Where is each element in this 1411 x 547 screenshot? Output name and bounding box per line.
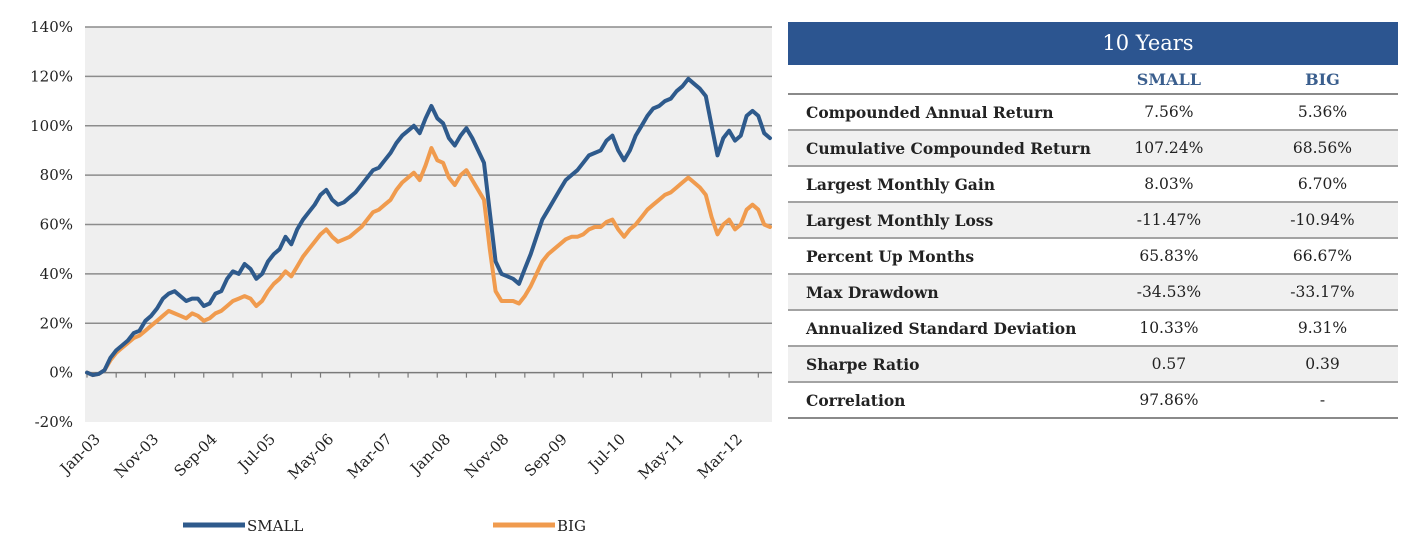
small-value: -11.47% — [1090, 202, 1247, 239]
x-tick-label: Mar-12 — [694, 430, 746, 482]
legend-label-small: SMALL — [247, 517, 303, 535]
y-tick-label: 0% — [49, 364, 73, 382]
big-value: -10.94% — [1246, 202, 1398, 239]
line-chart: 140%120%100%80%60%40%20%0%-20% Jan-03 Nov… — [30, 18, 772, 535]
big-value: 6.70% — [1246, 166, 1398, 203]
x-tick-label: Nov-03 — [111, 430, 162, 481]
series-lines — [85, 76, 772, 378]
table-column-headers: SMALL BIG — [788, 64, 1398, 95]
x-tick-label: May-06 — [284, 430, 337, 483]
x-tick-label: Mar-07 — [344, 430, 396, 482]
y-tick-label: 40% — [40, 265, 73, 283]
table-row: Compounded Annual Return 7.56% 5.36% — [788, 94, 1398, 131]
table-row: Max Drawdown -34.53% -33.17% — [788, 274, 1398, 311]
small-value: 8.03% — [1090, 166, 1247, 203]
row-label: Annualized Standard Deviation — [788, 310, 1091, 347]
big-value: 9.31% — [1246, 310, 1398, 347]
big-value: - — [1246, 382, 1398, 419]
small-value: 7.56% — [1090, 94, 1247, 131]
row-label: Correlation — [788, 382, 1091, 419]
table-row: Largest Monthly Gain 8.03% 6.70% — [788, 166, 1398, 203]
big-value: 5.36% — [1246, 94, 1398, 131]
big-value: 0.39 — [1246, 346, 1398, 383]
legend-label-big: BIG — [557, 517, 586, 535]
small-value: 10.33% — [1090, 310, 1247, 347]
statistics-table: 10 Years SMALL BIG Compounded Annual Ret… — [788, 22, 1398, 419]
y-tick-label: 120% — [30, 67, 73, 85]
y-tick-label: 100% — [30, 117, 73, 135]
series-line-big — [85, 146, 772, 378]
y-tick-label: 60% — [40, 216, 73, 234]
small-value: 65.83% — [1090, 238, 1247, 275]
x-tick-label: Sep-04 — [170, 430, 220, 480]
row-label: Compounded Annual Return — [788, 94, 1091, 131]
x-tick-label: Jan-03 — [55, 430, 104, 479]
table-row: Cumulative Compounded Return 107.24% 68.56… — [788, 130, 1398, 167]
table-row: Percent Up Months 65.83% 66.67% — [788, 238, 1398, 275]
row-label: Cumulative Compounded Return — [788, 130, 1091, 167]
table-title: 10 Years — [788, 22, 1398, 65]
row-label: Max Drawdown — [788, 274, 1091, 311]
big-value: -33.17% — [1246, 274, 1398, 311]
y-tick-label: 80% — [40, 166, 73, 184]
y-tick-label: -20% — [35, 413, 73, 431]
x-axis-ticks: Jan-03 Nov-03 Sep-04 Jul-05 May-06 Mar-07 Jan-… — [55, 430, 746, 483]
table-row: Correlation 97.86% - — [788, 382, 1398, 419]
legend: SMALL BIG — [183, 517, 586, 535]
table-row: Sharpe Ratio 0.57 0.39 — [788, 346, 1398, 383]
y-tick-label: 140% — [30, 18, 73, 36]
small-value: 107.24% — [1090, 130, 1247, 167]
row-label: Percent Up Months — [788, 238, 1091, 275]
small-value: -34.53% — [1090, 274, 1247, 311]
gridlines — [85, 26, 772, 325]
x-tick-label: Jul-05 — [233, 430, 279, 476]
y-tick-label: 20% — [40, 314, 73, 332]
small-value: 0.57 — [1090, 346, 1247, 383]
table-row: Largest Monthly Loss -11.47% -10.94% — [788, 202, 1398, 239]
row-label: Largest Monthly Gain — [788, 166, 1091, 203]
row-label: Largest Monthly Loss — [788, 202, 1091, 239]
blank-header — [788, 64, 1091, 95]
x-tick-label: Nov-08 — [461, 430, 512, 481]
x-tick-label: Jul-10 — [584, 430, 630, 476]
column-header-small: SMALL — [1090, 64, 1247, 95]
x-tick-label: Sep-09 — [521, 430, 571, 480]
row-label: Sharpe Ratio — [788, 346, 1091, 383]
big-value: 66.67% — [1246, 238, 1398, 275]
table-title-band: 10 Years — [788, 22, 1398, 65]
x-tick-label: Jan-08 — [405, 430, 454, 479]
x-tick-label: May-11 — [635, 430, 688, 483]
big-value: 68.56% — [1246, 130, 1398, 167]
small-value: 97.86% — [1090, 382, 1247, 419]
table-row: Annualized Standard Deviation 10.33% 9.31% — [788, 310, 1398, 347]
series-line-small — [85, 76, 772, 378]
y-axis-ticks: 140% 120% 100% 80% 60% 40% 20% 0% -20% — [30, 18, 73, 431]
column-header-big: BIG — [1246, 64, 1398, 95]
